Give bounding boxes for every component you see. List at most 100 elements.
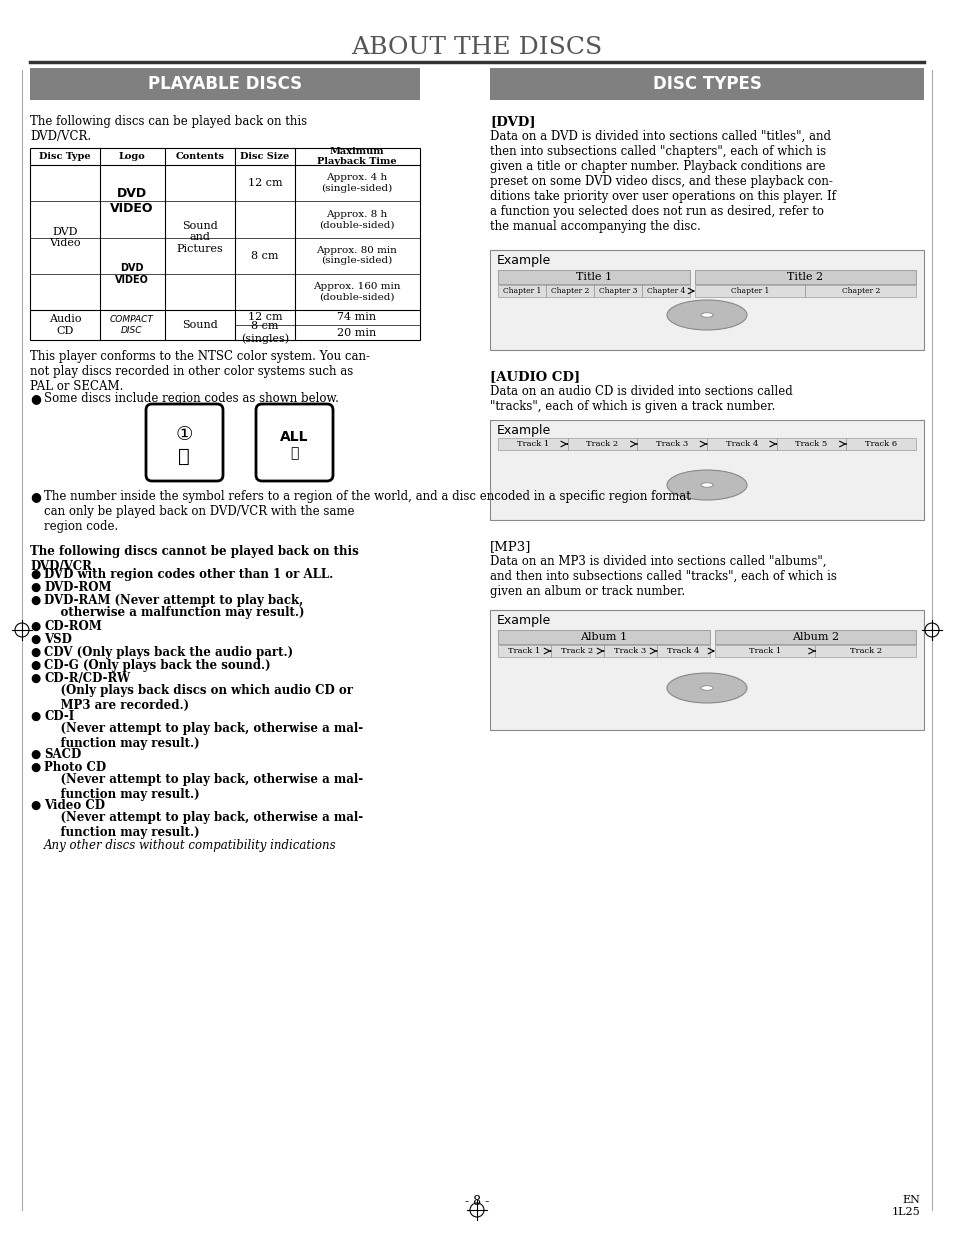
Text: ABOUT THE DISCS: ABOUT THE DISCS — [351, 37, 602, 59]
Text: Data on an audio CD is divided into sections called
"tracks", each of which is g: Data on an audio CD is divided into sect… — [490, 385, 792, 412]
Text: Approx. 80 min
(single-sided): Approx. 80 min (single-sided) — [316, 246, 397, 266]
Text: Data on a DVD is divided into sections called "titles", and
then into subsection: Data on a DVD is divided into sections c… — [490, 130, 835, 233]
Text: COMPACT
DISC: COMPACT DISC — [110, 315, 153, 335]
Text: Track 3: Track 3 — [614, 647, 646, 655]
Text: ●: ● — [30, 391, 41, 405]
Bar — [714, 645, 815, 657]
Text: [DVD]: [DVD] — [490, 115, 535, 128]
Bar — [695, 285, 804, 296]
Ellipse shape — [700, 685, 712, 690]
Text: 8 cm: 8 cm — [251, 251, 278, 261]
Text: Audio
CD: Audio CD — [49, 314, 81, 336]
Bar — [497, 645, 551, 657]
Text: ALL
🌐: ALL 🌐 — [279, 430, 308, 461]
Text: Track 4: Track 4 — [666, 647, 699, 655]
Text: Disc Size: Disc Size — [240, 152, 290, 161]
Text: Any other discs without compatibility indications: Any other discs without compatibility in… — [44, 839, 336, 852]
Text: DVD
VIDEO: DVD VIDEO — [115, 263, 149, 284]
Text: DVD with region codes other than 1 or ALL.: DVD with region codes other than 1 or AL… — [44, 568, 333, 580]
Text: ●: ● — [30, 659, 40, 672]
Text: CDV (Only plays back the audio part.): CDV (Only plays back the audio part.) — [44, 646, 293, 659]
Text: SACD: SACD — [44, 748, 81, 761]
Text: Track 1: Track 1 — [748, 647, 781, 655]
Text: Maximum
Playback Time: Maximum Playback Time — [316, 147, 396, 167]
Text: ●: ● — [30, 490, 41, 503]
Text: Album 2: Album 2 — [791, 632, 839, 642]
Ellipse shape — [666, 300, 746, 330]
Bar — [804, 285, 915, 296]
Text: Video CD: Video CD — [44, 799, 105, 811]
Bar — [497, 438, 567, 450]
Text: DVD-RAM (Never attempt to play back,: DVD-RAM (Never attempt to play back, — [44, 594, 303, 606]
Bar — [695, 270, 915, 284]
Text: Some discs include region codes as shown below.: Some discs include region codes as shown… — [44, 391, 338, 405]
Text: 8 cm
(singles): 8 cm (singles) — [241, 321, 289, 343]
Text: 12 cm: 12 cm — [248, 178, 282, 188]
Text: Example: Example — [497, 254, 551, 267]
Text: PLAYABLE DISCS: PLAYABLE DISCS — [148, 75, 302, 93]
FancyBboxPatch shape — [490, 249, 923, 350]
Text: CD-R/CD-RW: CD-R/CD-RW — [44, 672, 131, 685]
Text: DVD
Video: DVD Video — [50, 227, 81, 248]
Text: DVD-ROM: DVD-ROM — [44, 580, 112, 594]
Text: Chapter 1: Chapter 1 — [502, 287, 540, 295]
Text: 12 cm: 12 cm — [248, 312, 282, 322]
FancyBboxPatch shape — [490, 68, 923, 100]
Text: Track 1: Track 1 — [517, 440, 548, 448]
Text: Title 2: Title 2 — [786, 272, 822, 282]
Bar — [567, 438, 637, 450]
Text: Approx. 4 h
(single-sided): Approx. 4 h (single-sided) — [321, 173, 393, 193]
Bar — [637, 438, 706, 450]
Text: Track 1: Track 1 — [508, 647, 540, 655]
Text: Title 1: Title 1 — [576, 272, 612, 282]
Text: (Never attempt to play back, otherwise a mal-
    function may result.): (Never attempt to play back, otherwise a… — [44, 722, 363, 750]
Text: Chapter 4: Chapter 4 — [646, 287, 684, 295]
Text: ●: ● — [30, 634, 40, 646]
Text: Track 5: Track 5 — [795, 440, 827, 448]
Bar — [551, 645, 603, 657]
Text: Track 2: Track 2 — [849, 647, 881, 655]
Bar — [497, 285, 545, 296]
Bar — [815, 645, 915, 657]
Bar — [657, 645, 709, 657]
FancyBboxPatch shape — [490, 420, 923, 520]
Bar — [603, 645, 657, 657]
Bar — [706, 438, 776, 450]
Text: The number inside the symbol refers to a region of the world, and a disc encoded: The number inside the symbol refers to a… — [44, 490, 690, 534]
Text: Track 2: Track 2 — [561, 647, 593, 655]
Text: [MP3]: [MP3] — [490, 540, 531, 553]
Bar — [545, 285, 594, 296]
Text: Example: Example — [497, 614, 551, 627]
FancyBboxPatch shape — [30, 68, 419, 100]
Text: Chapter 3: Chapter 3 — [598, 287, 637, 295]
Text: Disc Type: Disc Type — [39, 152, 91, 161]
Bar — [845, 438, 915, 450]
Ellipse shape — [666, 471, 746, 500]
Text: Track 3: Track 3 — [656, 440, 687, 448]
FancyBboxPatch shape — [146, 404, 223, 480]
Text: Chapter 2: Chapter 2 — [841, 287, 879, 295]
Text: VSD: VSD — [44, 634, 71, 646]
Text: CD-ROM: CD-ROM — [44, 620, 102, 634]
Text: Approx. 8 h
(double-sided): Approx. 8 h (double-sided) — [319, 210, 395, 228]
Bar — [594, 285, 641, 296]
Text: ●: ● — [30, 672, 40, 685]
Text: (Never attempt to play back, otherwise a mal-
    function may result.): (Never attempt to play back, otherwise a… — [44, 811, 363, 839]
Text: ●: ● — [30, 761, 40, 774]
Text: Sound
and
Pictures: Sound and Pictures — [176, 221, 223, 254]
Text: ●: ● — [30, 594, 40, 606]
Text: EN
1L25: EN 1L25 — [890, 1195, 919, 1216]
Text: (Never attempt to play back, otherwise a mal-
    function may result.): (Never attempt to play back, otherwise a… — [44, 773, 363, 802]
Bar — [776, 438, 845, 450]
Text: ①
🌐: ① 🌐 — [175, 425, 193, 466]
Text: [AUDIO CD]: [AUDIO CD] — [490, 370, 579, 383]
Text: 20 min: 20 min — [337, 327, 376, 337]
Text: The following discs cannot be played back on this
DVD/VCR.: The following discs cannot be played bac… — [30, 545, 358, 573]
Text: Chapter 1: Chapter 1 — [730, 287, 769, 295]
Text: DISC TYPES: DISC TYPES — [652, 75, 760, 93]
Bar — [497, 630, 709, 643]
Text: CD-I: CD-I — [44, 710, 74, 722]
FancyBboxPatch shape — [255, 404, 333, 480]
Text: Contents: Contents — [175, 152, 224, 161]
Bar — [714, 630, 915, 643]
